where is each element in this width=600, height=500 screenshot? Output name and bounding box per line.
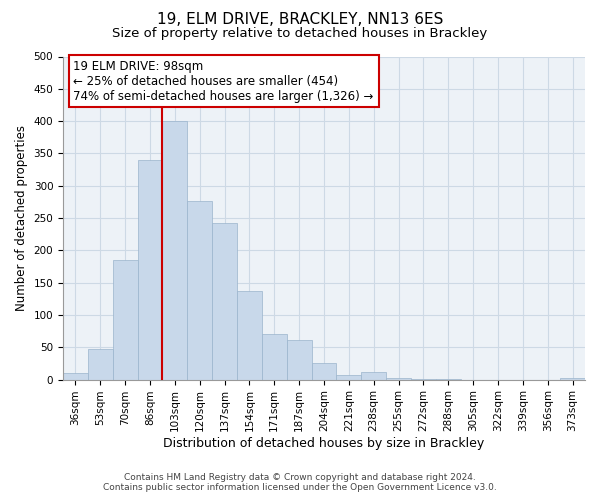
Bar [212, 223, 237, 380]
Text: 19, ELM DRIVE, BRACKLEY, NN13 6ES: 19, ELM DRIVE, BRACKLEY, NN13 6ES [157, 12, 443, 28]
Bar [436, 379, 461, 380]
Text: 19 ELM DRIVE: 98sqm
← 25% of detached houses are smaller (454)
74% of semi-detac: 19 ELM DRIVE: 98sqm ← 25% of detached ho… [73, 60, 374, 102]
Bar [63, 373, 88, 380]
Bar [163, 121, 187, 380]
Bar [361, 372, 386, 380]
Bar [237, 291, 262, 380]
Bar [137, 160, 163, 380]
Bar [337, 375, 361, 380]
Bar [88, 349, 113, 380]
Bar [287, 340, 311, 380]
Y-axis label: Number of detached properties: Number of detached properties [15, 125, 28, 311]
X-axis label: Distribution of detached houses by size in Brackley: Distribution of detached houses by size … [163, 437, 485, 450]
Bar [187, 200, 212, 380]
Text: Size of property relative to detached houses in Brackley: Size of property relative to detached ho… [112, 28, 488, 40]
Bar [113, 260, 137, 380]
Bar [311, 363, 337, 380]
Bar [560, 378, 585, 380]
Text: Contains HM Land Registry data © Crown copyright and database right 2024.
Contai: Contains HM Land Registry data © Crown c… [103, 473, 497, 492]
Bar [411, 379, 436, 380]
Bar [262, 334, 287, 380]
Bar [386, 378, 411, 380]
